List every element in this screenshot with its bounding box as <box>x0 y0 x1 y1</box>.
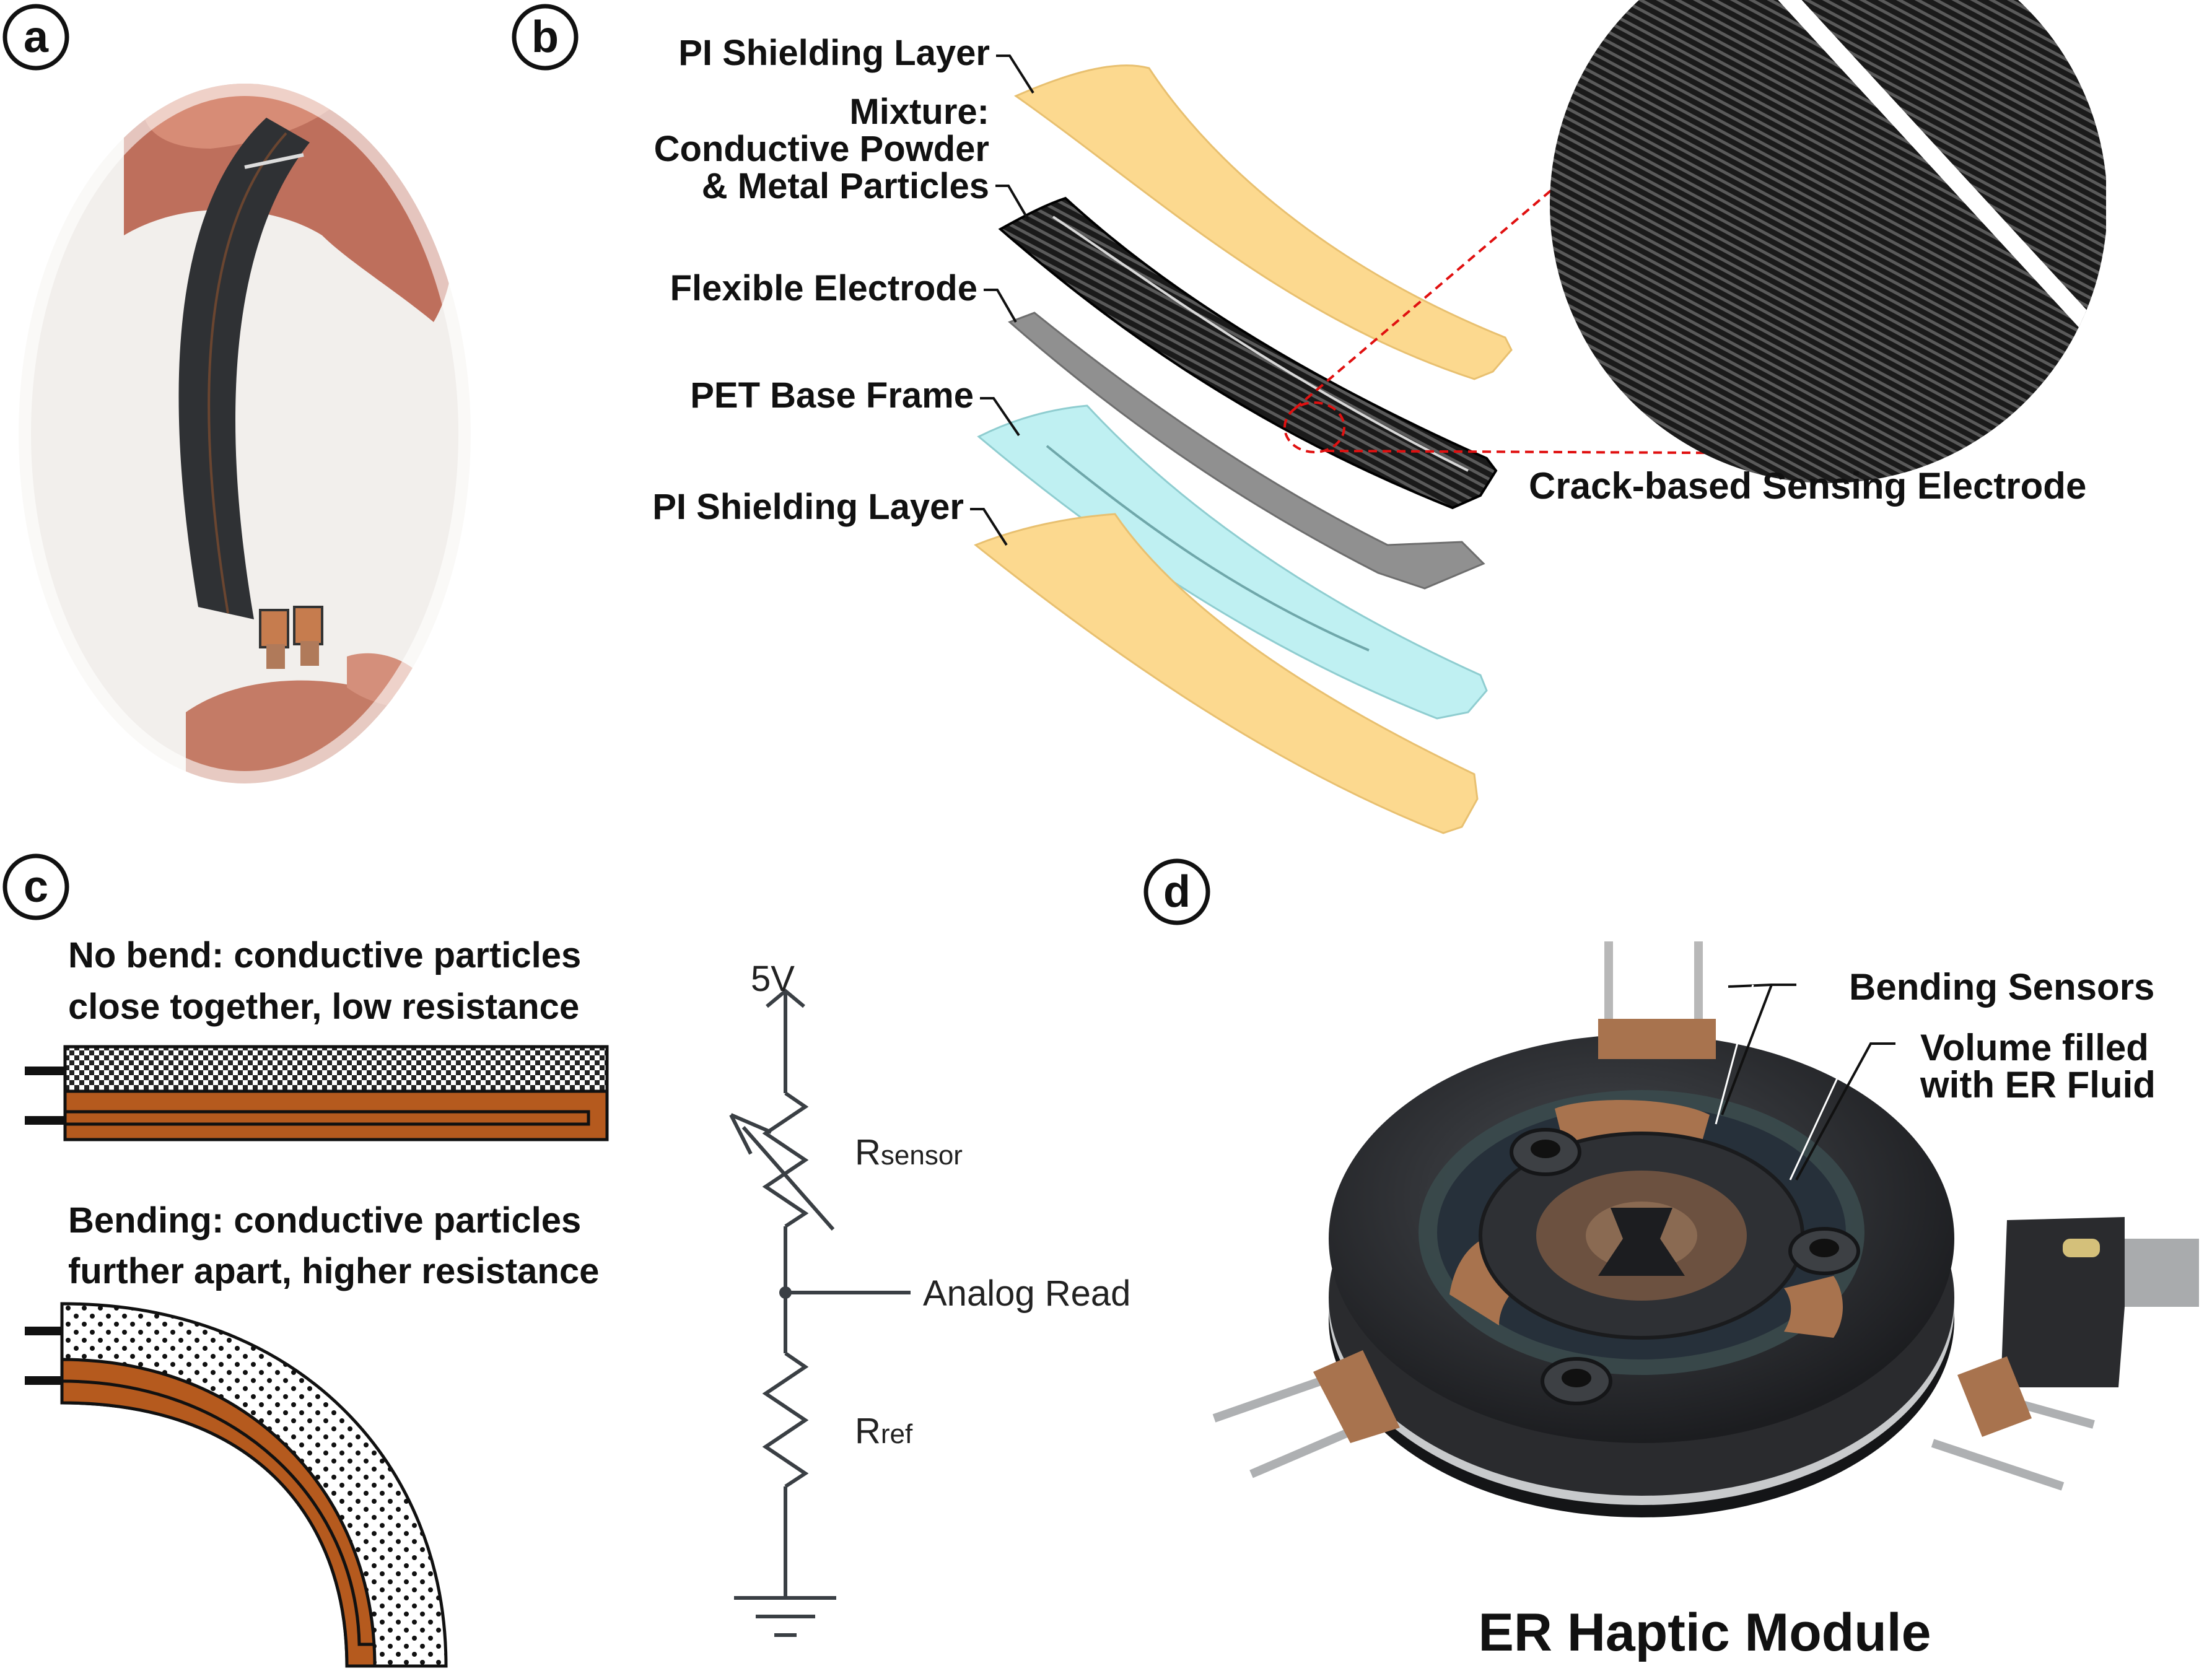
panel-d: d <box>1143 858 2199 1662</box>
flexible-electrode <box>1008 312 1485 590</box>
pi-shielding-layer-bottom <box>974 513 1479 834</box>
no-bend-text-2: close together, low resistance <box>68 987 579 1027</box>
module-caption: ER Haptic Module <box>1478 1603 1931 1662</box>
pi-shielding-layer-top <box>1013 64 1513 380</box>
panel-b: b PI Shielding Layer Mixture: Conductive… <box>512 0 2107 834</box>
crack-zoom-view <box>1550 0 2107 483</box>
rsensor-label: Rsensor <box>855 1132 963 1172</box>
label-pi-shielding-top: PI Shielding Layer <box>678 33 990 73</box>
sensor-resistor <box>762 1091 809 1228</box>
label-pet-base-frame: PET Base Frame <box>690 375 974 416</box>
analog-read-label: Analog Read <box>923 1273 1130 1314</box>
panel-a: a <box>2 4 483 796</box>
panel-c: c No bend: conductive particles close to… <box>2 853 1130 1668</box>
label-mixture-1: Mixture: <box>849 92 989 132</box>
label-mixture-2: Conductive Powder <box>654 129 989 169</box>
label-mixture-3: & Metal Particles <box>702 166 989 206</box>
panel-a-letter-circle <box>2 4 69 71</box>
bent-sensor-diagram <box>25 1302 448 1668</box>
junction-node <box>779 1286 792 1299</box>
bending-text-1: Bending: conductive particles <box>68 1200 581 1241</box>
label-volume-2: with ER Fluid <box>1920 1064 2156 1106</box>
label-flexible-electrode: Flexible Electrode <box>670 268 977 308</box>
zoom-source-ring <box>1283 401 1345 453</box>
panel-c-letter-circle <box>2 853 69 920</box>
label-crack-sensing: Crack-based Sensing Electrode <box>1529 465 2086 507</box>
mixture-layer <box>998 196 1498 510</box>
er-haptic-module-render <box>1212 941 2199 1517</box>
panel-d-letter-circle <box>1143 858 1210 925</box>
bending-text-2: further apart, higher resistance <box>68 1251 599 1291</box>
panel-a-letter: a <box>24 12 49 62</box>
flat-sensor-diagram <box>25 1045 609 1141</box>
panel-d-letter: d <box>1163 867 1191 917</box>
panel-c-letter: c <box>24 862 48 912</box>
variable-arrow-icon <box>729 1113 772 1155</box>
no-bend-text-1: No bend: conductive particles <box>68 935 581 975</box>
crack-line <box>1052 216 1469 472</box>
label-bending-sensors: Bending Sensors <box>1849 966 2154 1008</box>
label-pi-shielding-bottom: PI Shielding Layer <box>652 487 964 527</box>
voltage-divider-circuit <box>729 988 911 1637</box>
sensor-photo <box>19 84 471 783</box>
panel-b-letter: b <box>531 12 559 62</box>
reference-resistor <box>762 1351 809 1488</box>
panel-b-letter-circle <box>512 4 579 71</box>
supply-label: 5V <box>751 959 795 999</box>
label-volume-1: Volume filled <box>1920 1027 2149 1068</box>
rref-label: Rref <box>855 1411 913 1451</box>
